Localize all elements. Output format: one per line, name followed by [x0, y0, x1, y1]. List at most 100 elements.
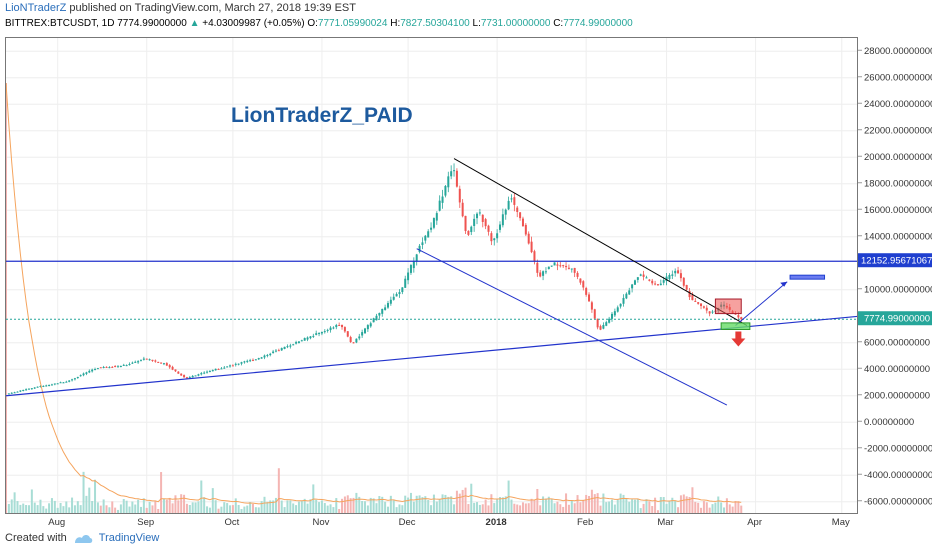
candle-body	[562, 265, 565, 267]
volume-bar	[720, 502, 723, 513]
candle-body	[105, 366, 108, 368]
volume-bar	[263, 496, 266, 513]
volume-bar	[303, 498, 306, 513]
candle-body	[119, 365, 122, 367]
candle-body	[648, 279, 651, 281]
time-tick-label: Feb	[577, 517, 593, 527]
candle-body	[447, 176, 450, 188]
candle-body	[389, 299, 392, 304]
candle-body	[13, 392, 16, 394]
candle-body	[231, 365, 234, 367]
volume-bar	[705, 502, 708, 513]
volume-bar	[593, 494, 596, 513]
candle-body	[550, 265, 553, 267]
volume-bar	[214, 500, 217, 513]
author-link[interactable]: LioNTraderZ	[5, 2, 67, 14]
volume-bar	[714, 502, 717, 513]
price-axis[interactable]: 28000.00000000 26000.00000000 24000.000000…	[858, 37, 932, 514]
volume-bar	[355, 492, 358, 513]
candle-body	[398, 292, 401, 295]
candle-body	[392, 296, 395, 300]
candle-body	[395, 293, 398, 297]
volume-bar	[527, 503, 530, 513]
candle-body	[171, 366, 174, 370]
candle-body	[507, 200, 510, 210]
price-tick-label: -6000.00000000	[864, 496, 932, 507]
candle-body	[323, 331, 326, 333]
volume-bar	[711, 504, 714, 513]
volume-bar	[625, 498, 628, 513]
candle-body	[496, 233, 499, 239]
tradingview-link[interactable]: TradingView	[98, 532, 160, 544]
volume-bar	[438, 499, 441, 513]
price-tick-label: 6000.00000000	[864, 337, 930, 348]
candle-body	[490, 233, 493, 242]
candle-body	[378, 312, 381, 316]
volume-bar	[206, 506, 209, 513]
volume-bar	[194, 502, 197, 513]
volume-bar	[723, 507, 726, 513]
candle-body	[25, 389, 28, 391]
candle-body	[223, 367, 226, 369]
volume-bar	[341, 498, 344, 513]
volume-bar	[16, 501, 19, 513]
volume-bar	[349, 498, 352, 513]
volume-bar	[139, 506, 142, 513]
candle-body	[73, 378, 76, 380]
volume-bar	[185, 503, 188, 513]
volume-bar	[71, 497, 74, 513]
candle-body	[524, 224, 527, 235]
candle-body	[424, 235, 427, 241]
candle-body	[628, 290, 631, 295]
candle-body	[53, 383, 56, 385]
high-label: H:	[390, 18, 401, 29]
candle-body	[567, 267, 570, 269]
volume-bar	[478, 504, 481, 513]
volume-bar	[151, 505, 154, 513]
time-axis[interactable]: Aug Sep Oct Nov Dec 2018 Feb Mar Apr May	[5, 514, 858, 528]
candle-body	[685, 284, 688, 290]
volume-bar	[160, 472, 163, 513]
candle-body	[168, 365, 171, 368]
volume-bar	[174, 495, 177, 513]
volume-bar	[274, 497, 277, 513]
red-consolidation-box	[714, 298, 742, 315]
candle-body	[610, 313, 614, 319]
volume-bar	[56, 507, 59, 513]
candle-body	[708, 311, 711, 314]
candle-body	[659, 283, 662, 286]
volume-bar	[335, 498, 338, 513]
volume-bar	[458, 493, 461, 513]
price-change: +4.03009987 (+0.05%)	[202, 18, 305, 29]
volume-bar	[576, 495, 579, 513]
up-arrow-icon: ▲	[189, 18, 200, 29]
candle-body	[217, 368, 220, 370]
volume-bar	[131, 501, 134, 513]
candle-body	[662, 280, 665, 283]
candle-body	[148, 359, 151, 361]
candle-body	[68, 380, 71, 382]
volume-bar	[277, 468, 280, 513]
candle-body	[384, 307, 387, 310]
volume-bar	[590, 489, 593, 513]
candle-body	[361, 332, 364, 336]
volume-bar	[105, 505, 108, 513]
candle-body	[131, 362, 134, 364]
watermark-title: LionTraderZ_PAID	[231, 104, 413, 127]
volume-bar	[516, 504, 519, 513]
volume-bar	[725, 498, 728, 513]
volume-bar	[496, 499, 499, 513]
volume-bar	[231, 505, 234, 513]
volume-bar	[498, 497, 501, 513]
volume-bar	[521, 502, 524, 513]
chart-plot-area[interactable]: LionTraderZ_PAID	[5, 37, 858, 514]
open-label: O:	[307, 18, 318, 29]
publish-info: LioNTraderZ published on TradingView.com…	[5, 2, 356, 14]
candle-body	[122, 364, 125, 366]
volume-bar	[122, 499, 125, 513]
volume-bar	[125, 500, 128, 513]
volume-bar	[536, 488, 539, 513]
volume-bar	[27, 505, 30, 513]
volume-bar	[289, 500, 292, 513]
volume-bar	[114, 507, 117, 513]
